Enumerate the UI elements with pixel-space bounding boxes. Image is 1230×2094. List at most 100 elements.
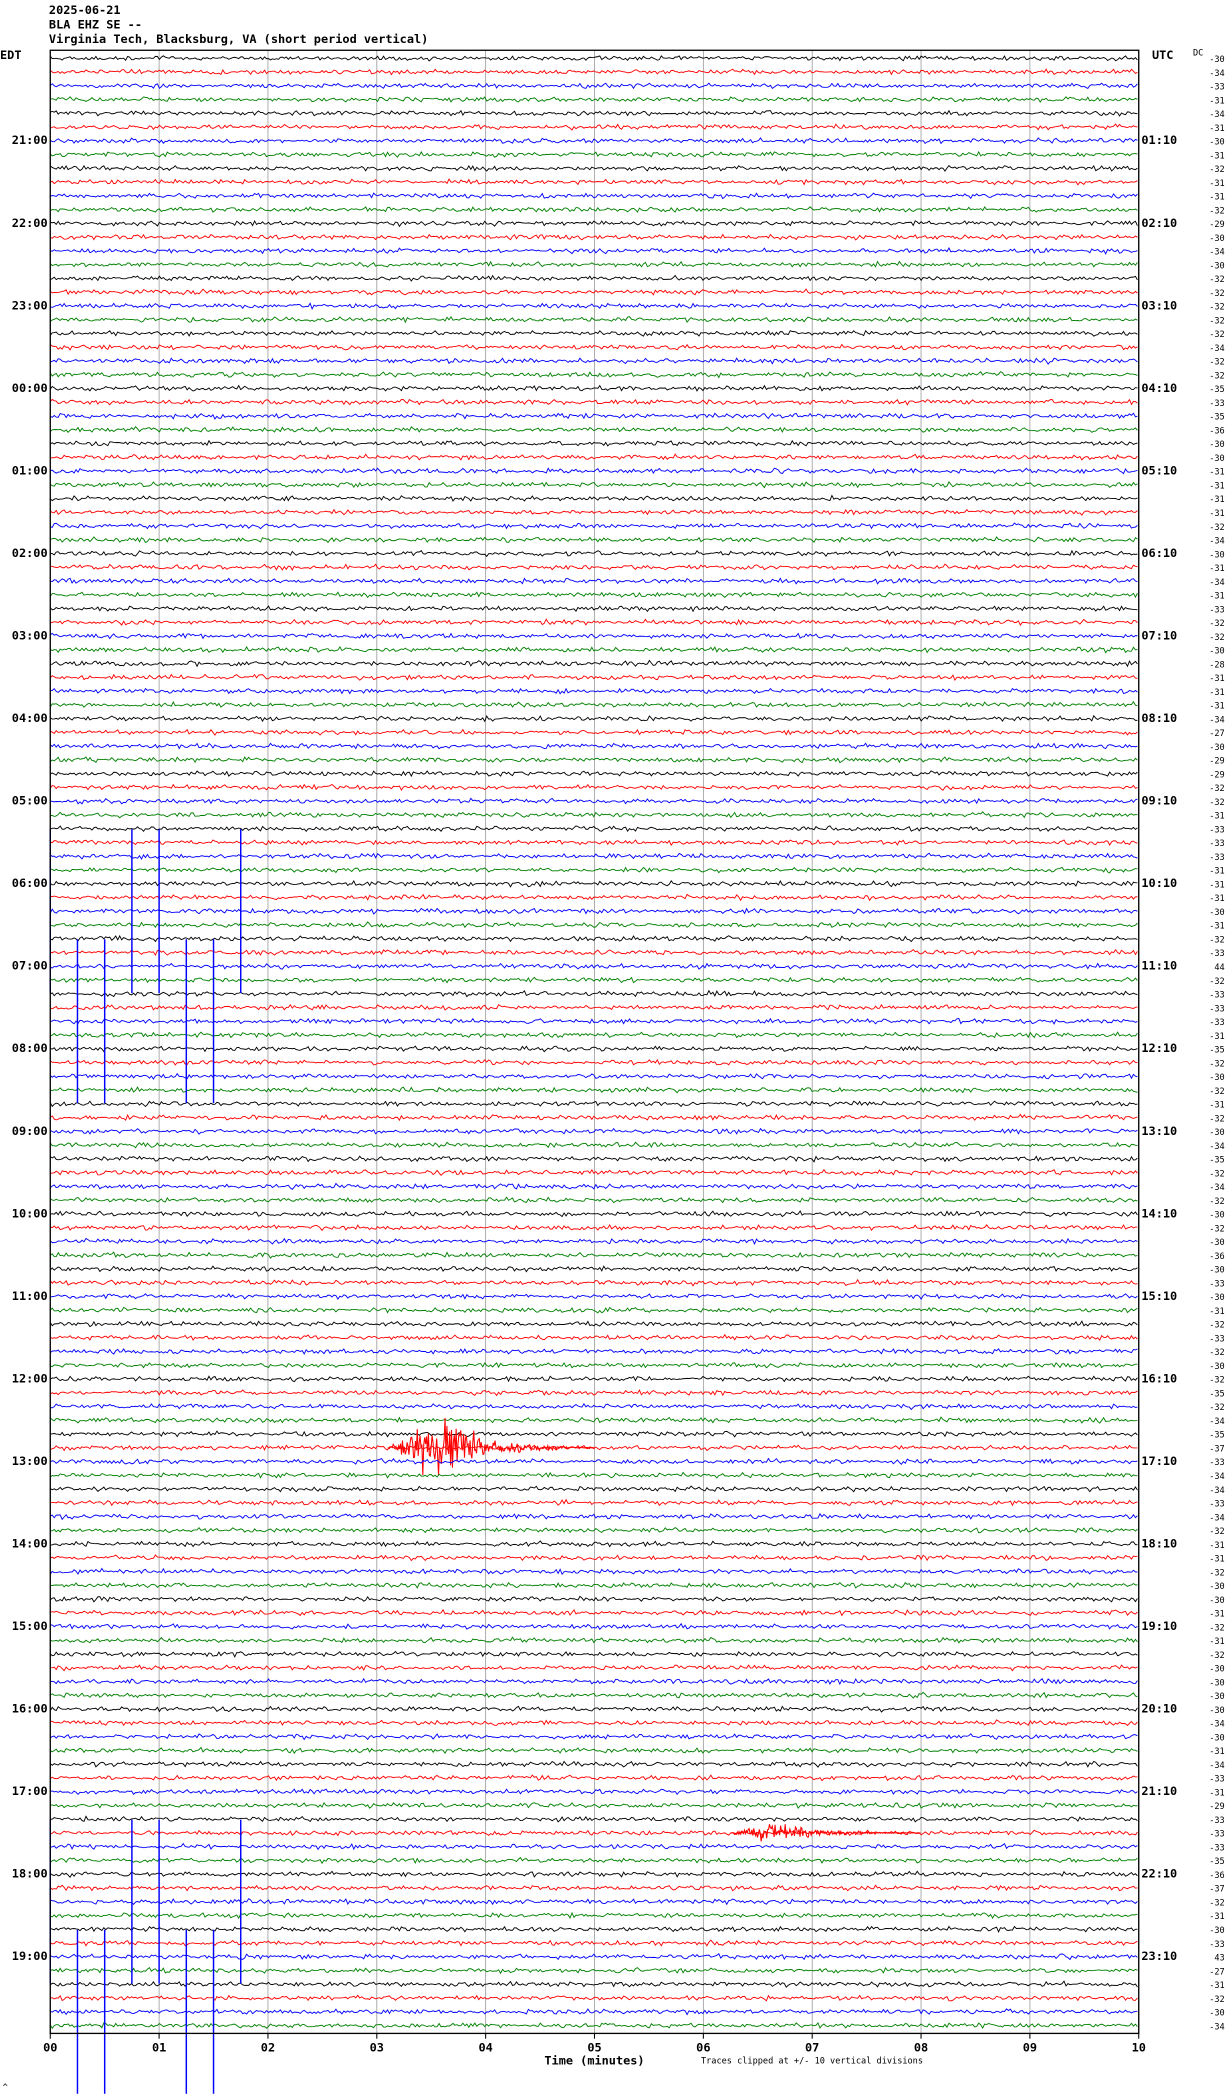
dc-offset: -31 (1209, 1032, 1224, 1042)
event (387, 1417, 595, 1476)
trace (49, 1348, 1138, 1355)
utc-hour-label: 05:10 (1141, 463, 1177, 477)
dc-offset: -32 (1209, 935, 1224, 945)
trace (49, 591, 1138, 599)
trace (50, 1733, 1138, 1741)
trace (50, 1444, 1138, 1452)
x-tick-label: 02 (261, 2040, 275, 2054)
trace (50, 1925, 1138, 1933)
dc-offset: -33 (1209, 949, 1224, 959)
dc-offset: -34 (1209, 1761, 1224, 1771)
trace (50, 976, 1138, 984)
dc-offset: -30 (1209, 647, 1224, 657)
edt-hour-label: 07:00 (12, 959, 48, 973)
trace (49, 852, 1138, 861)
edt-hour-label: 15:00 (12, 1619, 48, 1633)
edt-hour-label: 06:00 (12, 876, 48, 890)
x-tick-label: 06 (696, 2040, 710, 2054)
trace (50, 233, 1138, 241)
dc-offset: -33 (1209, 1775, 1224, 1785)
trace (49, 1141, 1138, 1149)
utc-hour-label: 06:10 (1141, 546, 1177, 560)
trace (50, 549, 1138, 558)
trace (50, 1801, 1138, 1810)
trace (49, 1320, 1138, 1328)
trace (50, 1498, 1138, 1507)
trace (50, 96, 1138, 103)
utc-hour-label: 04:10 (1141, 381, 1177, 395)
trace (49, 1182, 1138, 1190)
edt-hour-label: 01:00 (12, 463, 48, 477)
dc-offset: -30 (1209, 1692, 1224, 1702)
trace (50, 1086, 1138, 1094)
left-zone: EDT (0, 48, 21, 62)
trace (50, 1664, 1138, 1672)
trace (49, 315, 1138, 324)
trace (50, 1403, 1138, 1411)
trace (50, 1788, 1138, 1796)
trace (50, 563, 1138, 571)
trace (49, 783, 1138, 792)
edt-hour-label: 19:00 (12, 1949, 48, 1963)
trace (50, 989, 1138, 998)
trace (50, 839, 1138, 847)
trace (50, 357, 1138, 365)
edt-hour-label: 00:00 (12, 381, 48, 395)
dc-offset: -31 (1209, 894, 1224, 904)
trace (50, 1003, 1138, 1011)
dc-offset: -34 (1209, 344, 1224, 354)
trace (49, 1237, 1138, 1246)
dc-offset: -33 (1209, 399, 1224, 409)
trace (49, 55, 1138, 62)
dc-offset: -32 (1209, 1527, 1224, 1537)
trace (50, 866, 1138, 874)
trace (50, 1815, 1138, 1823)
dc-offset: -34 (1209, 1183, 1224, 1193)
dc-offset: -33 (1209, 991, 1224, 1001)
dc-offset: -31 (1209, 688, 1224, 698)
x-tick-label: 10 (1132, 2040, 1146, 2054)
trace (50, 962, 1138, 970)
trace (49, 494, 1138, 502)
utc-hour-label: 02:10 (1141, 216, 1177, 230)
dc-offset: -30 (1209, 261, 1224, 271)
trace (49, 1774, 1138, 1782)
dc-offset: -32 (1209, 206, 1224, 216)
plot-frame (49, 49, 1140, 2035)
dc-offset: -32 (1209, 1197, 1224, 1207)
trace (49, 150, 1138, 158)
trace (49, 632, 1138, 640)
trace (49, 742, 1138, 750)
dc-offset: -32 (1209, 619, 1224, 629)
trace (50, 893, 1138, 902)
dc-offset: -32 (1209, 1568, 1224, 1578)
trace (50, 109, 1138, 117)
edt-hour-label: 18:00 (12, 1867, 48, 1881)
dc-offset: -33 (1209, 83, 1224, 93)
dc-offset: -33 (1209, 1004, 1224, 1014)
trace (50, 1581, 1138, 1589)
trace (50, 1210, 1138, 1218)
dc-offset: -31 (1209, 1541, 1224, 1551)
dc-offset: -34 (1209, 1472, 1224, 1482)
trace (49, 1980, 1138, 1988)
dc-offset: -30 (1209, 1706, 1224, 1716)
utc-hour-label: 15:10 (1141, 1289, 1177, 1303)
edt-hour-label: 21:00 (12, 133, 48, 147)
trace (50, 1526, 1138, 1534)
dc-offset: -34 (1209, 110, 1224, 120)
trace (49, 164, 1138, 172)
x-tick-label: 07 (805, 2040, 819, 2054)
dc-offset: -37 (1209, 1445, 1224, 1455)
trace (49, 260, 1138, 268)
dc-offset: -32 (1209, 1651, 1224, 1661)
x-tick-label: 00 (43, 2040, 57, 2054)
dc-offset: -34 (1209, 2022, 1224, 2032)
dc-offset: -30 (1209, 2009, 1224, 2019)
dc-offset: -32 (1209, 371, 1224, 381)
trace (50, 770, 1138, 778)
trace (49, 1278, 1138, 1287)
dc-offset: -34 (1209, 578, 1224, 588)
dc-offset: -32 (1209, 1376, 1224, 1386)
